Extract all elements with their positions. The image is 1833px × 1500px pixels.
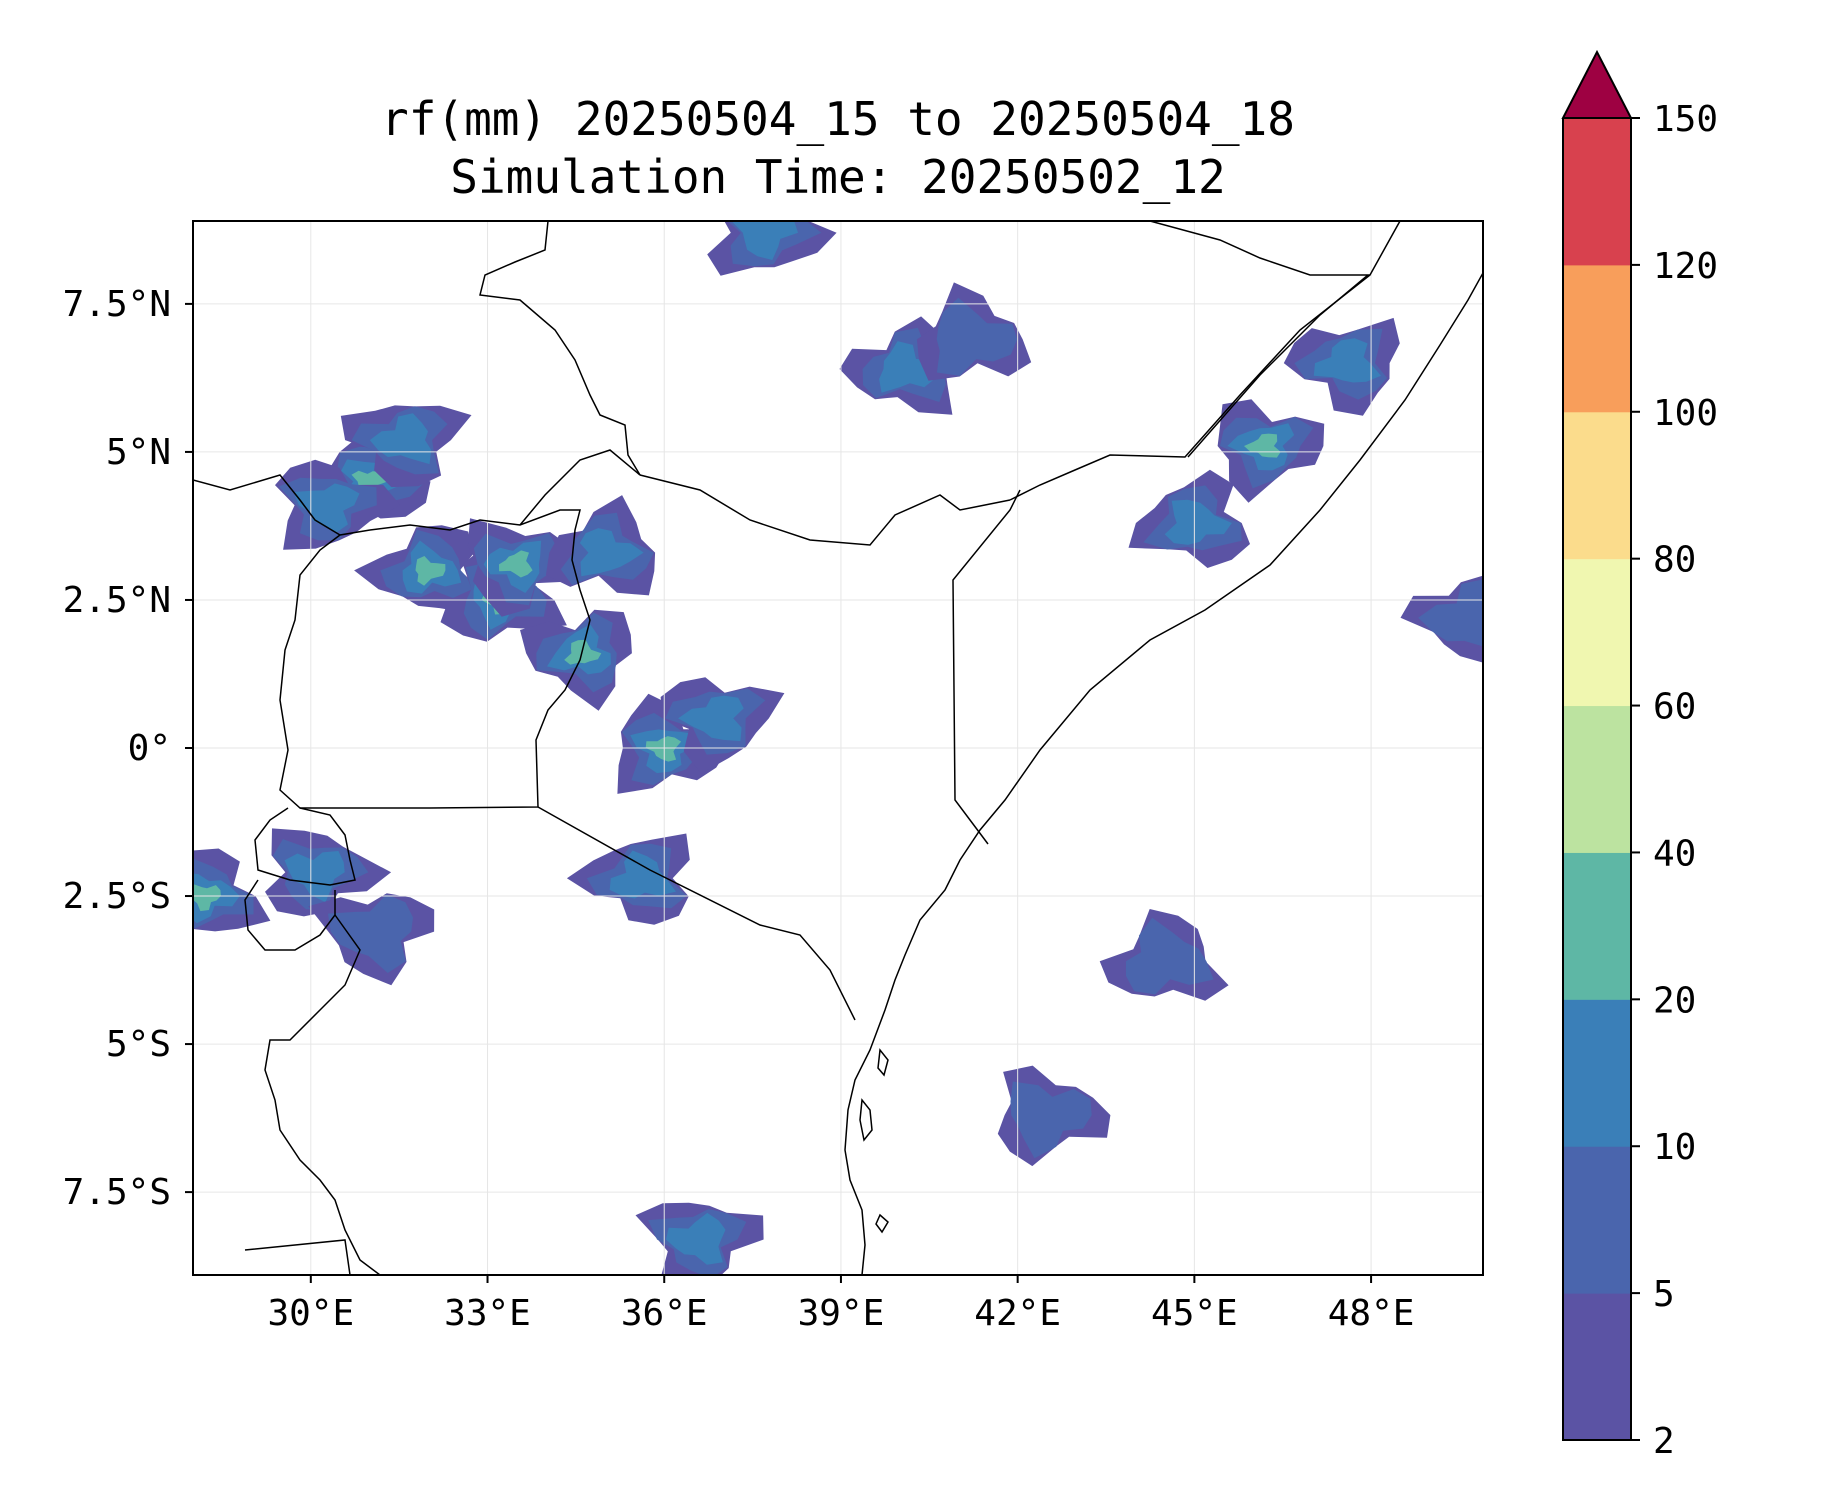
- colorbar-tick-label: 40: [1653, 833, 1696, 874]
- rain-contour-cell: [579, 528, 644, 577]
- lat-tick-label: 5°N: [106, 432, 171, 473]
- lat-tick-label: 7.5°N: [63, 284, 171, 325]
- rain-contour-cell: [499, 550, 533, 578]
- colorbar-segment: [1563, 1146, 1631, 1294]
- colorbar-tick-label: 2: [1653, 1421, 1675, 1462]
- rain-contour-cell: [1010, 1081, 1092, 1159]
- colorbar-segment: [1563, 118, 1631, 266]
- border-southsudan-ethiopia: [479, 221, 641, 476]
- rain-contour-cell: [936, 297, 1018, 376]
- colorbar-segment: [1563, 264, 1631, 413]
- rain-contour-cell: [564, 639, 602, 665]
- border-rwanda: [254, 807, 356, 886]
- rain-contour-cell: [666, 1212, 726, 1265]
- graticule: [193, 221, 1483, 1275]
- border-uganda: [279, 509, 591, 809]
- colorbar-tick-label: 100: [1653, 393, 1718, 434]
- rain-contour-cell: [731, 221, 798, 260]
- border-kenya-tanzania: [537, 806, 856, 1021]
- colorbar-tick-label: 120: [1653, 246, 1718, 287]
- rain-contour-cell: [1125, 917, 1214, 995]
- border-somaliland: [1149, 221, 1371, 458]
- coastline: [844, 272, 1483, 1275]
- rain-contour-cell: [328, 894, 413, 973]
- colorbar-tick-label: 10: [1653, 1127, 1696, 1168]
- colorbar-segment: [1563, 852, 1631, 1000]
- colorbar-segment: [1563, 705, 1631, 853]
- island-zanzibar: [859, 1098, 873, 1142]
- border-drc: [193, 474, 341, 536]
- rain-contour-cell: [415, 556, 446, 586]
- lat-tick-label: 7.5°S: [63, 1172, 171, 1213]
- rain-contour-cell: [293, 483, 360, 533]
- colorbar-tick-label: 80: [1653, 540, 1696, 581]
- colorbar-segment: [1563, 999, 1631, 1147]
- rain-contour-cell: [1164, 499, 1232, 545]
- colorbar-frame: [1562, 118, 1632, 1441]
- lon-tick-label: 39°E: [798, 1293, 885, 1334]
- lon-tick-label: 42°E: [974, 1293, 1061, 1334]
- colorbar-tick-label: 5: [1653, 1274, 1675, 1315]
- lon-tick-label: 33°E: [444, 1293, 531, 1334]
- rain-contour-cell: [678, 695, 744, 742]
- colorbar-tick-label: 60: [1653, 687, 1696, 728]
- border-ethiopia-kenya: [639, 474, 1011, 546]
- rain-contour-cell: [645, 736, 682, 762]
- rain-contour-cell: [284, 851, 345, 903]
- colorbar-segment: [1563, 411, 1631, 560]
- lon-tick-label: 36°E: [621, 1293, 708, 1334]
- colorbar-tick-label: 150: [1653, 99, 1718, 140]
- map-axes: 30°E 33°E 36°E 39°E 42°E 45°E 48°E 7.5°N 5°N 2.5°…: [63, 284, 1415, 1334]
- rain-contour-cell: [369, 413, 432, 465]
- colorbar-segment: [1563, 558, 1631, 707]
- border-zambia: [244, 1239, 351, 1275]
- border-southsudan-uganda: [519, 449, 641, 526]
- rain-contour-cell: [1313, 338, 1381, 383]
- lon-tick-label: 45°E: [1151, 1293, 1238, 1334]
- lat-tick-label: 2.5°S: [63, 876, 171, 917]
- island-mafia: [875, 1213, 889, 1234]
- colorbar-extend-arrow: [1561, 49, 1633, 119]
- rain-contour-cell: [1418, 579, 1483, 647]
- border-burundi: [244, 879, 336, 951]
- lat-tick-label: 5°S: [106, 1024, 171, 1065]
- colorbar-tick-label: 20: [1653, 980, 1696, 1021]
- colorbar-segment: [1563, 1293, 1631, 1441]
- lon-tick-label: 30°E: [267, 1293, 354, 1334]
- rain-contour-cell: [351, 470, 388, 497]
- plot-title: rf(mm) 20250504_15 to 20250504_18: [381, 92, 1295, 146]
- rain-contour-cell: [193, 884, 221, 912]
- country-borders: [193, 221, 1483, 1275]
- border-tanzania-west: [264, 914, 381, 1275]
- island-pemba: [877, 1048, 889, 1077]
- border-kenya-somalia: [952, 489, 1021, 845]
- lat-tick-label: 0°: [128, 728, 171, 769]
- plot-subtitle: Simulation Time: 20250502_12: [450, 150, 1226, 204]
- lon-tick-label: 48°E: [1328, 1293, 1415, 1334]
- rain-contour-cell: [879, 341, 939, 393]
- rain-contour-cell: [609, 850, 676, 899]
- lat-tick-label: 2.5°N: [63, 580, 171, 621]
